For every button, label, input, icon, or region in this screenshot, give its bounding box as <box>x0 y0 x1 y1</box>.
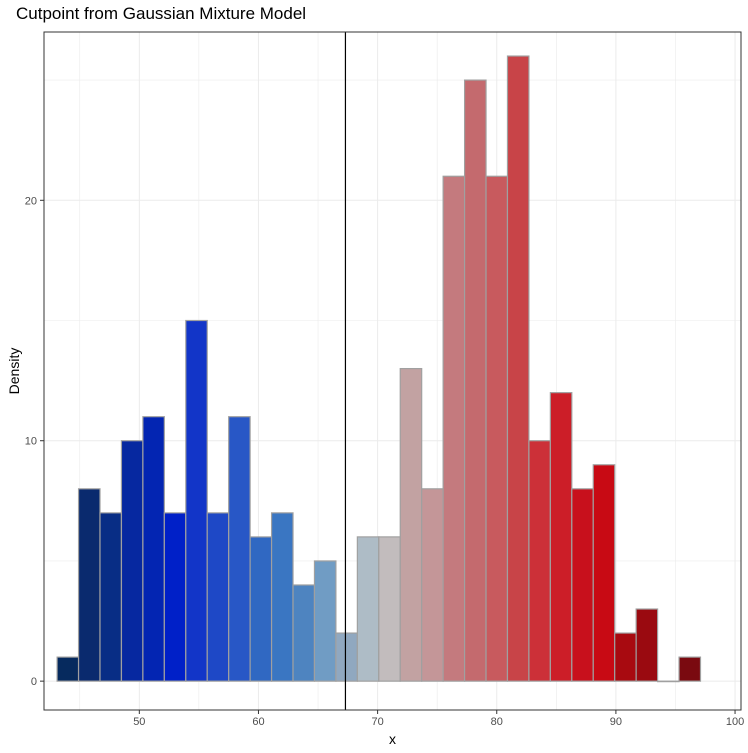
histogram-bar <box>77 488 101 682</box>
x-tick-label: 60 <box>252 716 264 728</box>
x-axis-title: x <box>389 731 396 747</box>
histogram-bar <box>549 392 573 682</box>
x-tick-label: 80 <box>491 716 503 728</box>
histogram-bar <box>528 440 551 682</box>
histogram-bar <box>99 512 123 682</box>
histogram-bar <box>313 560 337 682</box>
histogram-bar <box>270 512 294 682</box>
y-tick-label: 0 <box>31 676 37 688</box>
x-tick-label: 50 <box>133 716 145 728</box>
histogram-bar <box>142 416 165 682</box>
x-tick-label: 100 <box>726 716 744 728</box>
histogram-bar <box>656 680 680 683</box>
histogram-bar <box>228 416 251 682</box>
histogram-bar <box>678 656 702 682</box>
x-tick-label: 90 <box>610 716 622 728</box>
histogram-bar <box>249 536 273 682</box>
histogram-bar <box>356 536 380 682</box>
histogram-bar <box>506 55 530 682</box>
chart-title: Cutpoint from Gaussian Mixture Model <box>16 4 307 23</box>
x-tick-label: 70 <box>371 716 383 728</box>
histogram-bar <box>399 367 423 682</box>
y-axis-ticks: 0 10 20 <box>25 195 44 688</box>
x-axis-ticks: 50 60 70 80 90 100 <box>133 710 744 728</box>
y-tick-label: 10 <box>25 436 37 448</box>
histogram-bars <box>56 55 702 683</box>
histogram-bar <box>463 79 487 682</box>
histogram-bar <box>421 488 444 682</box>
histogram-bar <box>635 608 659 682</box>
histogram-bar <box>335 632 358 682</box>
histogram-bar <box>292 584 316 682</box>
y-tick-label: 20 <box>25 195 37 207</box>
histogram-bar <box>56 656 80 682</box>
histogram-bar <box>592 464 616 682</box>
histogram-bar <box>185 319 208 682</box>
plot-border <box>43 31 742 711</box>
histogram-bar <box>163 512 187 682</box>
histogram-bar <box>485 175 509 682</box>
histogram-bar <box>614 632 637 682</box>
histogram-bar <box>378 536 401 682</box>
histogram-bar <box>571 488 594 682</box>
y-axis-title: Density <box>6 348 22 395</box>
histogram-bar <box>120 440 144 682</box>
histogram-bar <box>442 175 466 682</box>
histogram-bar <box>206 512 230 682</box>
